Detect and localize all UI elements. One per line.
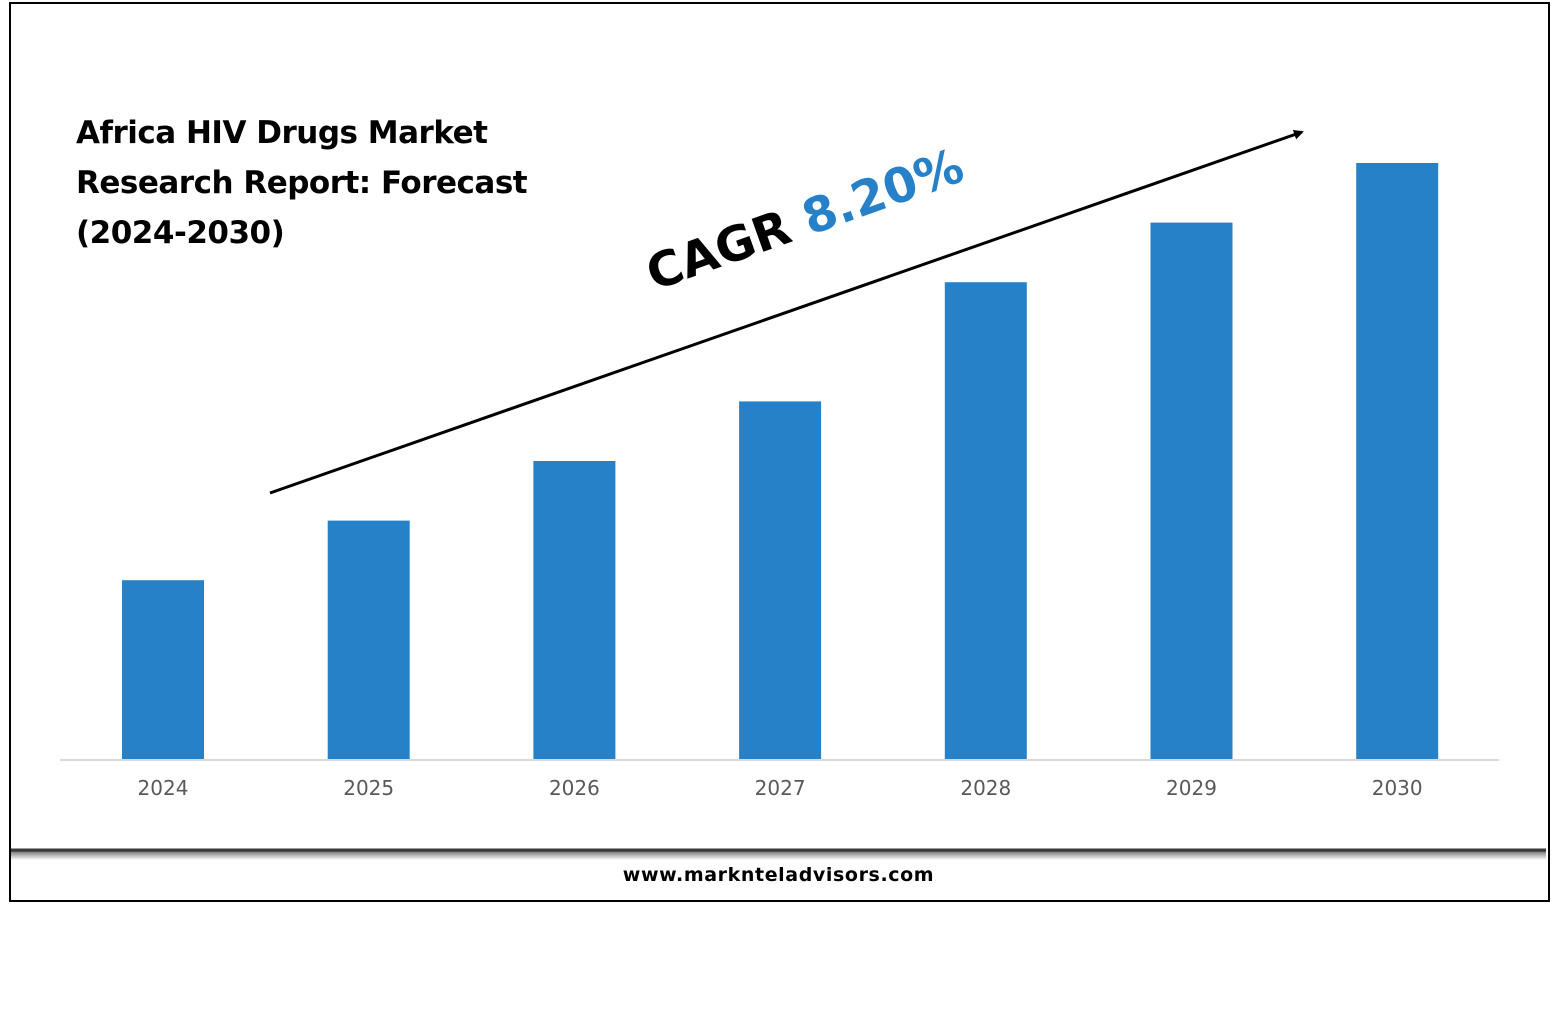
title-line-2: Research Report: Forecast <box>76 165 528 201</box>
bar-series <box>122 163 1439 760</box>
x-tick-label-2025: 2025 <box>343 776 394 800</box>
bar-2024 <box>122 580 204 759</box>
title-line-1: Africa HIV Drugs Market <box>76 115 488 151</box>
bar-2029 <box>1150 222 1233 760</box>
chart-title: Africa HIV Drugs Market Research Report:… <box>76 108 596 258</box>
x-tick-label-2024: 2024 <box>138 776 189 800</box>
bar-2026 <box>533 461 616 759</box>
footer-separator-shadow <box>11 851 1546 860</box>
bar-2025 <box>327 520 410 759</box>
title-line-3: (2024-2030) <box>76 215 285 251</box>
x-tick-label-2030: 2030 <box>1372 776 1423 800</box>
x-tick-label-2026: 2026 <box>549 776 600 800</box>
footer-website: www.marknteladvisors.com <box>622 864 935 886</box>
bar-2028 <box>944 282 1027 759</box>
x-tick-label-2027: 2027 <box>755 776 806 800</box>
x-tick-label-2028: 2028 <box>960 776 1011 800</box>
bar-2027 <box>739 401 822 759</box>
x-tick-label-2029: 2029 <box>1166 776 1217 800</box>
trend-arrow <box>269 129 1304 495</box>
bar-2030 <box>1356 163 1439 759</box>
x-axis-ticks: 2024 2025 2026 2027 2028 2029 2030 <box>138 776 1423 800</box>
